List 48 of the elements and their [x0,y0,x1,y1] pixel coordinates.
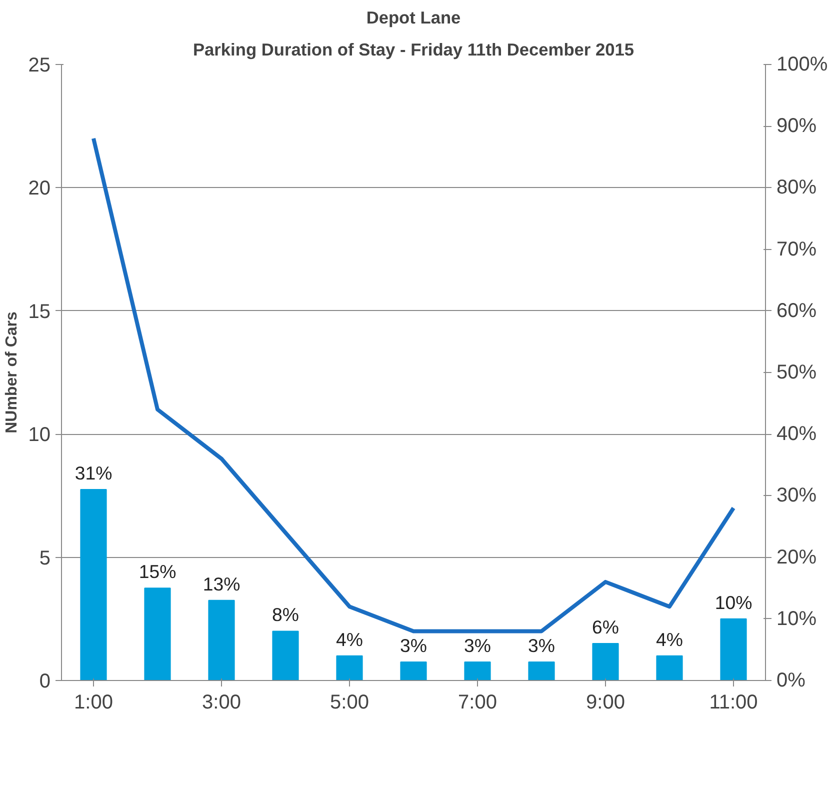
x-tick-label: 1:00 [74,692,113,714]
y2-tick-label: 70% [776,238,817,260]
bar [336,655,363,680]
x-tick-label: 7:00 [458,692,497,714]
y2-tick-label: 90% [776,115,817,138]
y-tick-label: 15 [28,300,51,323]
data-label: 3% [528,635,555,656]
y-tick-label: 25 [28,54,51,76]
y2-tick-label: 60% [776,300,817,322]
bar [656,655,683,680]
y2-tick-label: 20% [776,546,817,568]
data-label: 6% [592,616,619,638]
bar [144,588,171,680]
data-label: 3% [400,635,427,656]
data-label: 8% [272,604,299,626]
bar [592,643,619,680]
y2-tick-label: 50% [776,362,817,384]
data-label: 4% [336,628,363,650]
bar [400,662,427,680]
data-label: 4% [656,628,683,650]
data-label: 3% [464,635,491,656]
y-tick-label: 20 [28,178,51,200]
bar [720,618,747,680]
x-tick-label: 11:00 [709,692,758,714]
y2-tick-label: 40% [776,423,817,446]
data-label: 13% [202,573,240,594]
x-tick-label: 5:00 [330,692,369,714]
data-label: 10% [714,592,752,613]
y-tick-label: 5 [39,547,50,570]
y2-tick-label: 30% [776,484,817,507]
x-tick-label: 3:00 [202,692,241,714]
y2-tick-label: 80% [776,176,817,199]
chart-subtitle: Parking Duration of Stay - Friday 11th December 2015 [192,40,634,60]
bar [528,662,555,680]
y2-tick-label: 100% [776,54,828,76]
y-tick-label: 10 [28,424,51,446]
y-tick-label: 0 [39,670,50,692]
data-label: 15% [138,561,176,582]
bar [80,489,107,680]
bar [272,630,299,680]
y2-tick-label: 10% [776,608,817,630]
chart-title: Depot Lane [366,8,462,28]
bar [208,600,235,680]
x-tick-label: 9:00 [586,692,625,714]
bar [464,662,491,680]
y-axis-title: NUmber of Cars [3,311,20,434]
data-label: 31% [74,462,112,484]
y2-tick-label: 0% [776,670,806,692]
